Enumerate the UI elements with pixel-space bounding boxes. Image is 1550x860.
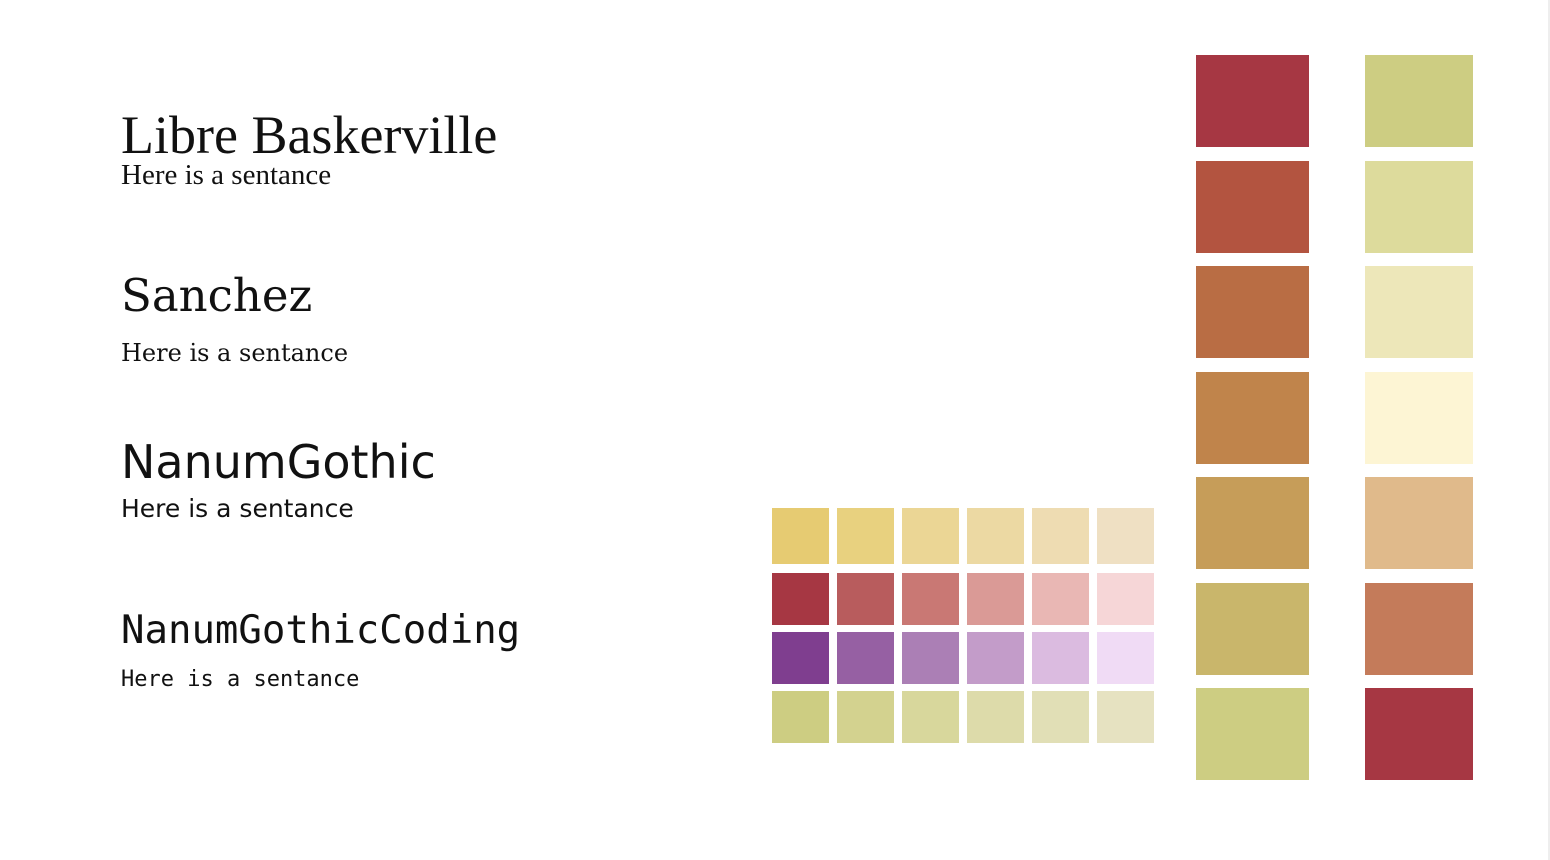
font-sample-sentence: Here is a sentance [121,494,354,523]
grid-swatch [967,632,1024,684]
grid-swatch [902,691,959,743]
grid-swatch [837,632,894,684]
column-swatch [1365,688,1473,780]
grid-swatch [772,632,829,684]
grid-swatch [902,573,959,625]
column-swatch [1365,583,1473,675]
grid-swatch [1032,573,1089,625]
grid-swatch [967,691,1024,743]
font-sample-sentence: Here is a sentance [121,339,349,367]
grid-swatch [902,508,959,564]
grid-swatch [837,691,894,743]
grid-swatch [967,573,1024,625]
grid-swatch [1032,632,1089,684]
grid-swatch [1097,632,1154,684]
font-sample-nanumgothic: NanumGothic Here is a sentance [121,432,436,526]
column-swatch [1196,266,1309,358]
grid-swatch [1032,508,1089,564]
font-sample-sentence: Here is a sentance [121,667,360,692]
grid-swatch [1097,691,1154,743]
grid-swatch [967,508,1024,564]
column-swatch [1196,161,1309,253]
column-swatch [1196,688,1309,780]
column-swatch [1196,477,1309,569]
grid-swatch [1097,573,1154,625]
font-name: Sanchez [121,269,313,322]
font-name: NanumGothic [121,435,436,489]
column-swatch [1365,477,1473,569]
grid-swatch [772,508,829,564]
font-name: Libre Baskerville [121,105,498,165]
column-swatch [1196,372,1309,464]
column-swatch [1196,583,1309,675]
column-swatch [1365,55,1473,147]
font-sample-sanchez: Sanchez Here is a sentance [121,268,348,370]
font-sample-nanumgothiccoding: NanumGothicCoding Here is a sentance [121,603,520,697]
column-swatch [1196,55,1309,147]
grid-swatch [772,573,829,625]
grid-swatch [837,573,894,625]
grid-swatch [1032,691,1089,743]
font-name: NanumGothicCoding [121,608,521,653]
column-swatch [1365,161,1473,253]
column-swatch [1365,266,1473,358]
grid-swatch [1097,508,1154,564]
grid-swatch [837,508,894,564]
page-right-edge [1548,0,1550,860]
font-sample-sentence: Here is a sentance [121,159,332,191]
grid-swatch [902,632,959,684]
grid-swatch [772,691,829,743]
column-swatch [1365,372,1473,464]
font-sample-libre-baskerville: Libre Baskerville Here is a sentance [121,104,497,192]
